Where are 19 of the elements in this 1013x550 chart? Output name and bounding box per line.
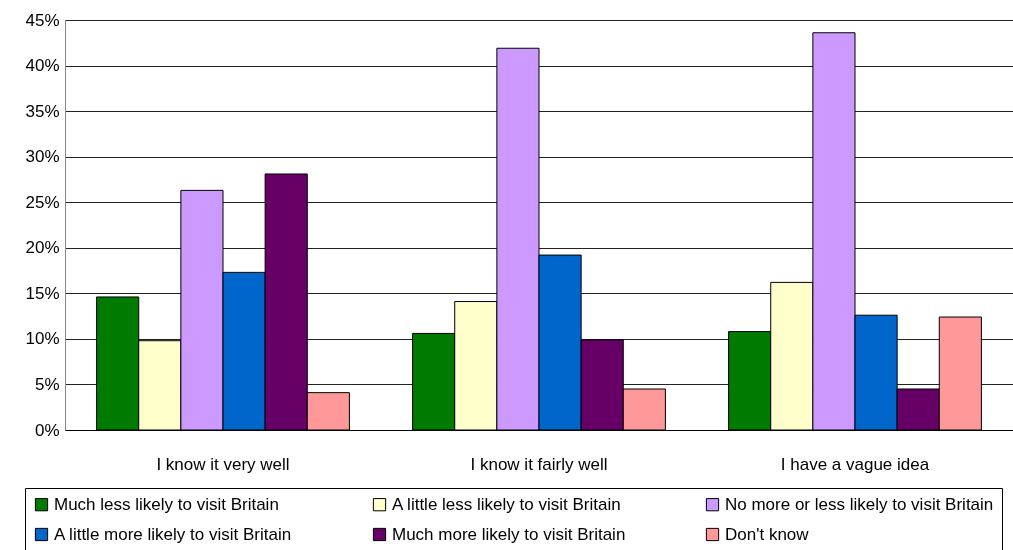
legend-label: Much less likely to visit Britain (54, 494, 279, 514)
x-tick-label: I know it fairly well (470, 454, 608, 474)
y-tick-label: 10% (25, 329, 60, 349)
legend-label: A little more likely to visit Britain (54, 524, 292, 544)
y-tick-label: 0% (34, 420, 60, 440)
y-tick-label: 20% (25, 238, 60, 258)
legend-label: A little less likely to visit Britain (392, 494, 621, 514)
y-tick-label: 25% (25, 192, 60, 212)
y-tick-label: 15% (25, 283, 60, 303)
y-tick-label: 40% (25, 56, 60, 76)
x-tick-label: I have a vague idea (780, 454, 930, 474)
y-tick-label: 35% (25, 101, 60, 121)
legend-label: Don't know (725, 524, 810, 544)
y-tick-label: 30% (25, 147, 60, 167)
x-tick-label: I know it very well (156, 454, 290, 474)
y-tick-label: 5% (34, 374, 60, 394)
y-tick-label: 45% (25, 10, 60, 30)
legend-label: No more or less likely to visit Britain (725, 494, 994, 514)
legend-label: Much more likely to visit Britain (392, 524, 626, 544)
